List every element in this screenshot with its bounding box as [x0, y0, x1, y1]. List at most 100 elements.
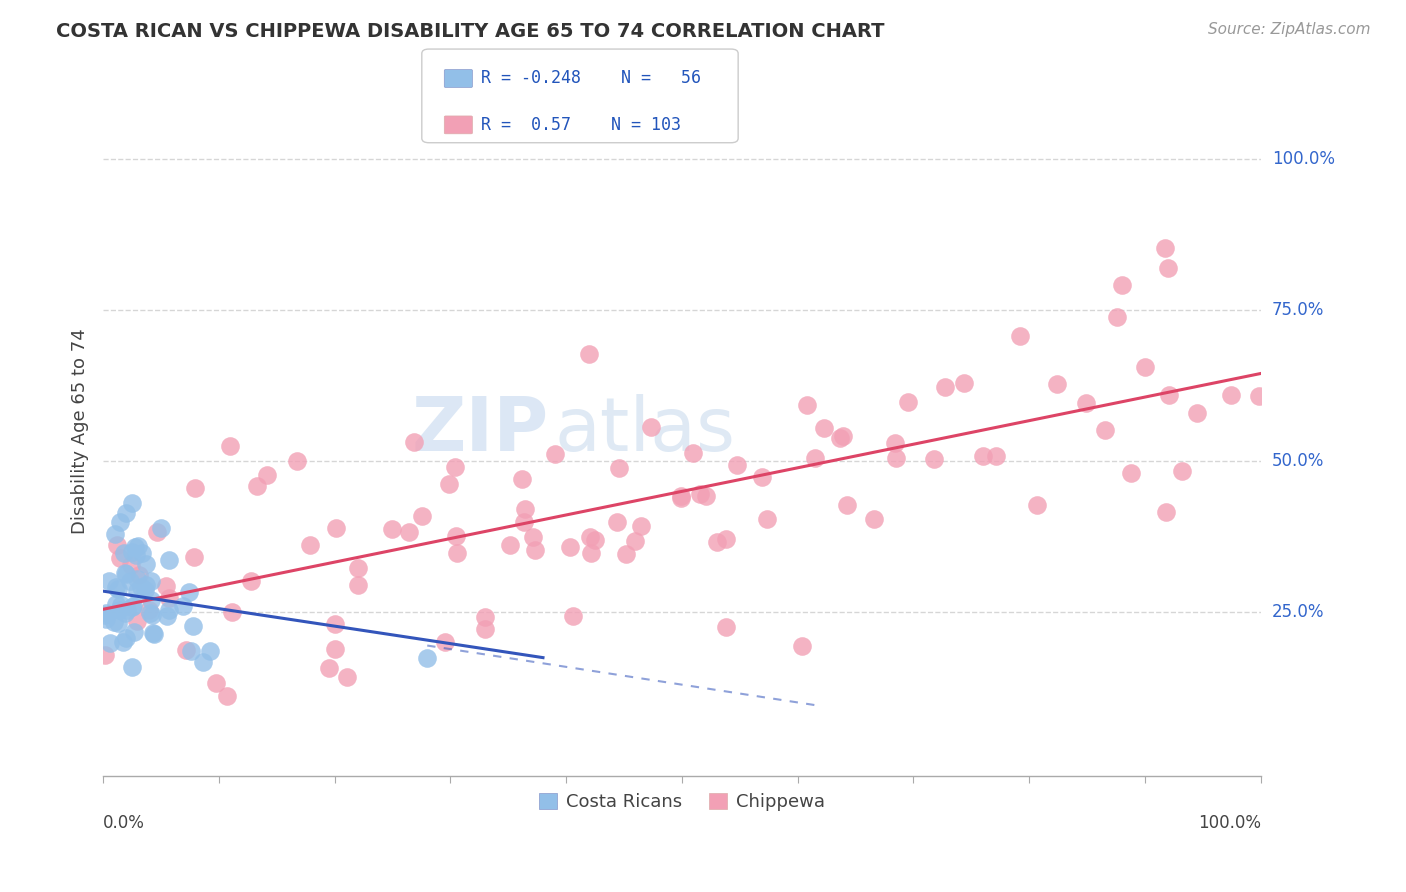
Point — [443, 459, 465, 474]
Point — [98, 574, 121, 588]
Point — [884, 436, 907, 450]
Point — [205, 675, 228, 690]
Point — [323, 616, 346, 631]
Text: ZIP: ZIP — [412, 394, 548, 467]
Text: 50.0%: 50.0% — [1272, 452, 1324, 470]
Point — [630, 519, 652, 533]
Point — [131, 546, 153, 560]
Point — [110, 515, 132, 529]
Point — [127, 572, 149, 586]
Point — [179, 585, 201, 599]
Point — [579, 546, 602, 560]
Point — [1111, 278, 1133, 293]
Legend: Costa Ricans, Chippewa: Costa Ricans, Chippewa — [531, 786, 832, 818]
Point — [183, 550, 205, 565]
Point — [246, 478, 269, 492]
Point — [157, 591, 180, 606]
Point — [94, 612, 117, 626]
Point — [122, 599, 145, 614]
Point — [114, 606, 136, 620]
Point — [544, 447, 567, 461]
Point — [121, 545, 143, 559]
Point — [790, 639, 813, 653]
Point — [110, 551, 132, 566]
Point — [215, 690, 238, 704]
Point — [583, 533, 606, 548]
Point — [1157, 388, 1180, 402]
Point — [1154, 505, 1177, 519]
Point — [184, 481, 207, 495]
Point — [1105, 310, 1128, 324]
Point — [125, 549, 148, 563]
Point — [285, 453, 308, 467]
Point — [125, 614, 148, 628]
Point — [96, 606, 118, 620]
Point — [124, 540, 146, 554]
Point — [325, 642, 347, 657]
Point — [444, 529, 467, 543]
Point — [381, 522, 404, 536]
Point — [1094, 423, 1116, 437]
Point — [934, 379, 956, 393]
Point — [157, 553, 180, 567]
Point — [671, 491, 693, 505]
Point — [714, 620, 737, 634]
Point — [346, 561, 368, 575]
Point — [135, 557, 157, 571]
Point — [1046, 376, 1069, 391]
Point — [122, 624, 145, 639]
Point — [104, 580, 127, 594]
Point — [138, 606, 160, 620]
Point — [972, 449, 994, 463]
Point — [157, 603, 180, 617]
Point — [318, 661, 340, 675]
Point — [1074, 396, 1097, 410]
Point — [134, 583, 156, 598]
Point — [716, 533, 738, 547]
Point — [347, 578, 370, 592]
Point — [1154, 241, 1177, 255]
Point — [174, 643, 197, 657]
Point — [156, 609, 179, 624]
Point — [640, 420, 662, 434]
Point — [832, 428, 855, 442]
Point — [804, 451, 827, 466]
Point — [669, 489, 692, 503]
Point — [198, 644, 221, 658]
Point — [142, 627, 165, 641]
Point — [952, 376, 974, 391]
Point — [578, 347, 600, 361]
Point — [110, 598, 132, 612]
Point — [897, 394, 920, 409]
Point — [614, 547, 637, 561]
Point — [433, 635, 456, 649]
Point — [1171, 464, 1194, 478]
Point — [121, 496, 143, 510]
Point — [94, 648, 117, 662]
Point — [135, 578, 157, 592]
Point — [103, 615, 125, 629]
Point — [446, 546, 468, 560]
Point — [221, 605, 243, 619]
Point — [404, 434, 426, 449]
Point — [558, 541, 581, 555]
Point — [579, 530, 602, 544]
Point — [107, 602, 129, 616]
Point — [121, 659, 143, 673]
Point — [105, 538, 128, 552]
Point — [398, 524, 420, 539]
Point — [105, 597, 128, 611]
Point — [139, 574, 162, 588]
Text: R =  0.57    N = 103: R = 0.57 N = 103 — [481, 116, 681, 134]
Point — [125, 583, 148, 598]
Point — [98, 636, 121, 650]
Point — [239, 574, 262, 589]
Point — [751, 470, 773, 484]
Point — [146, 524, 169, 539]
Point — [498, 538, 520, 552]
Point — [256, 467, 278, 482]
Text: 100.0%: 100.0% — [1272, 150, 1334, 168]
Point — [439, 476, 461, 491]
Point — [112, 546, 135, 560]
Point — [828, 431, 851, 445]
